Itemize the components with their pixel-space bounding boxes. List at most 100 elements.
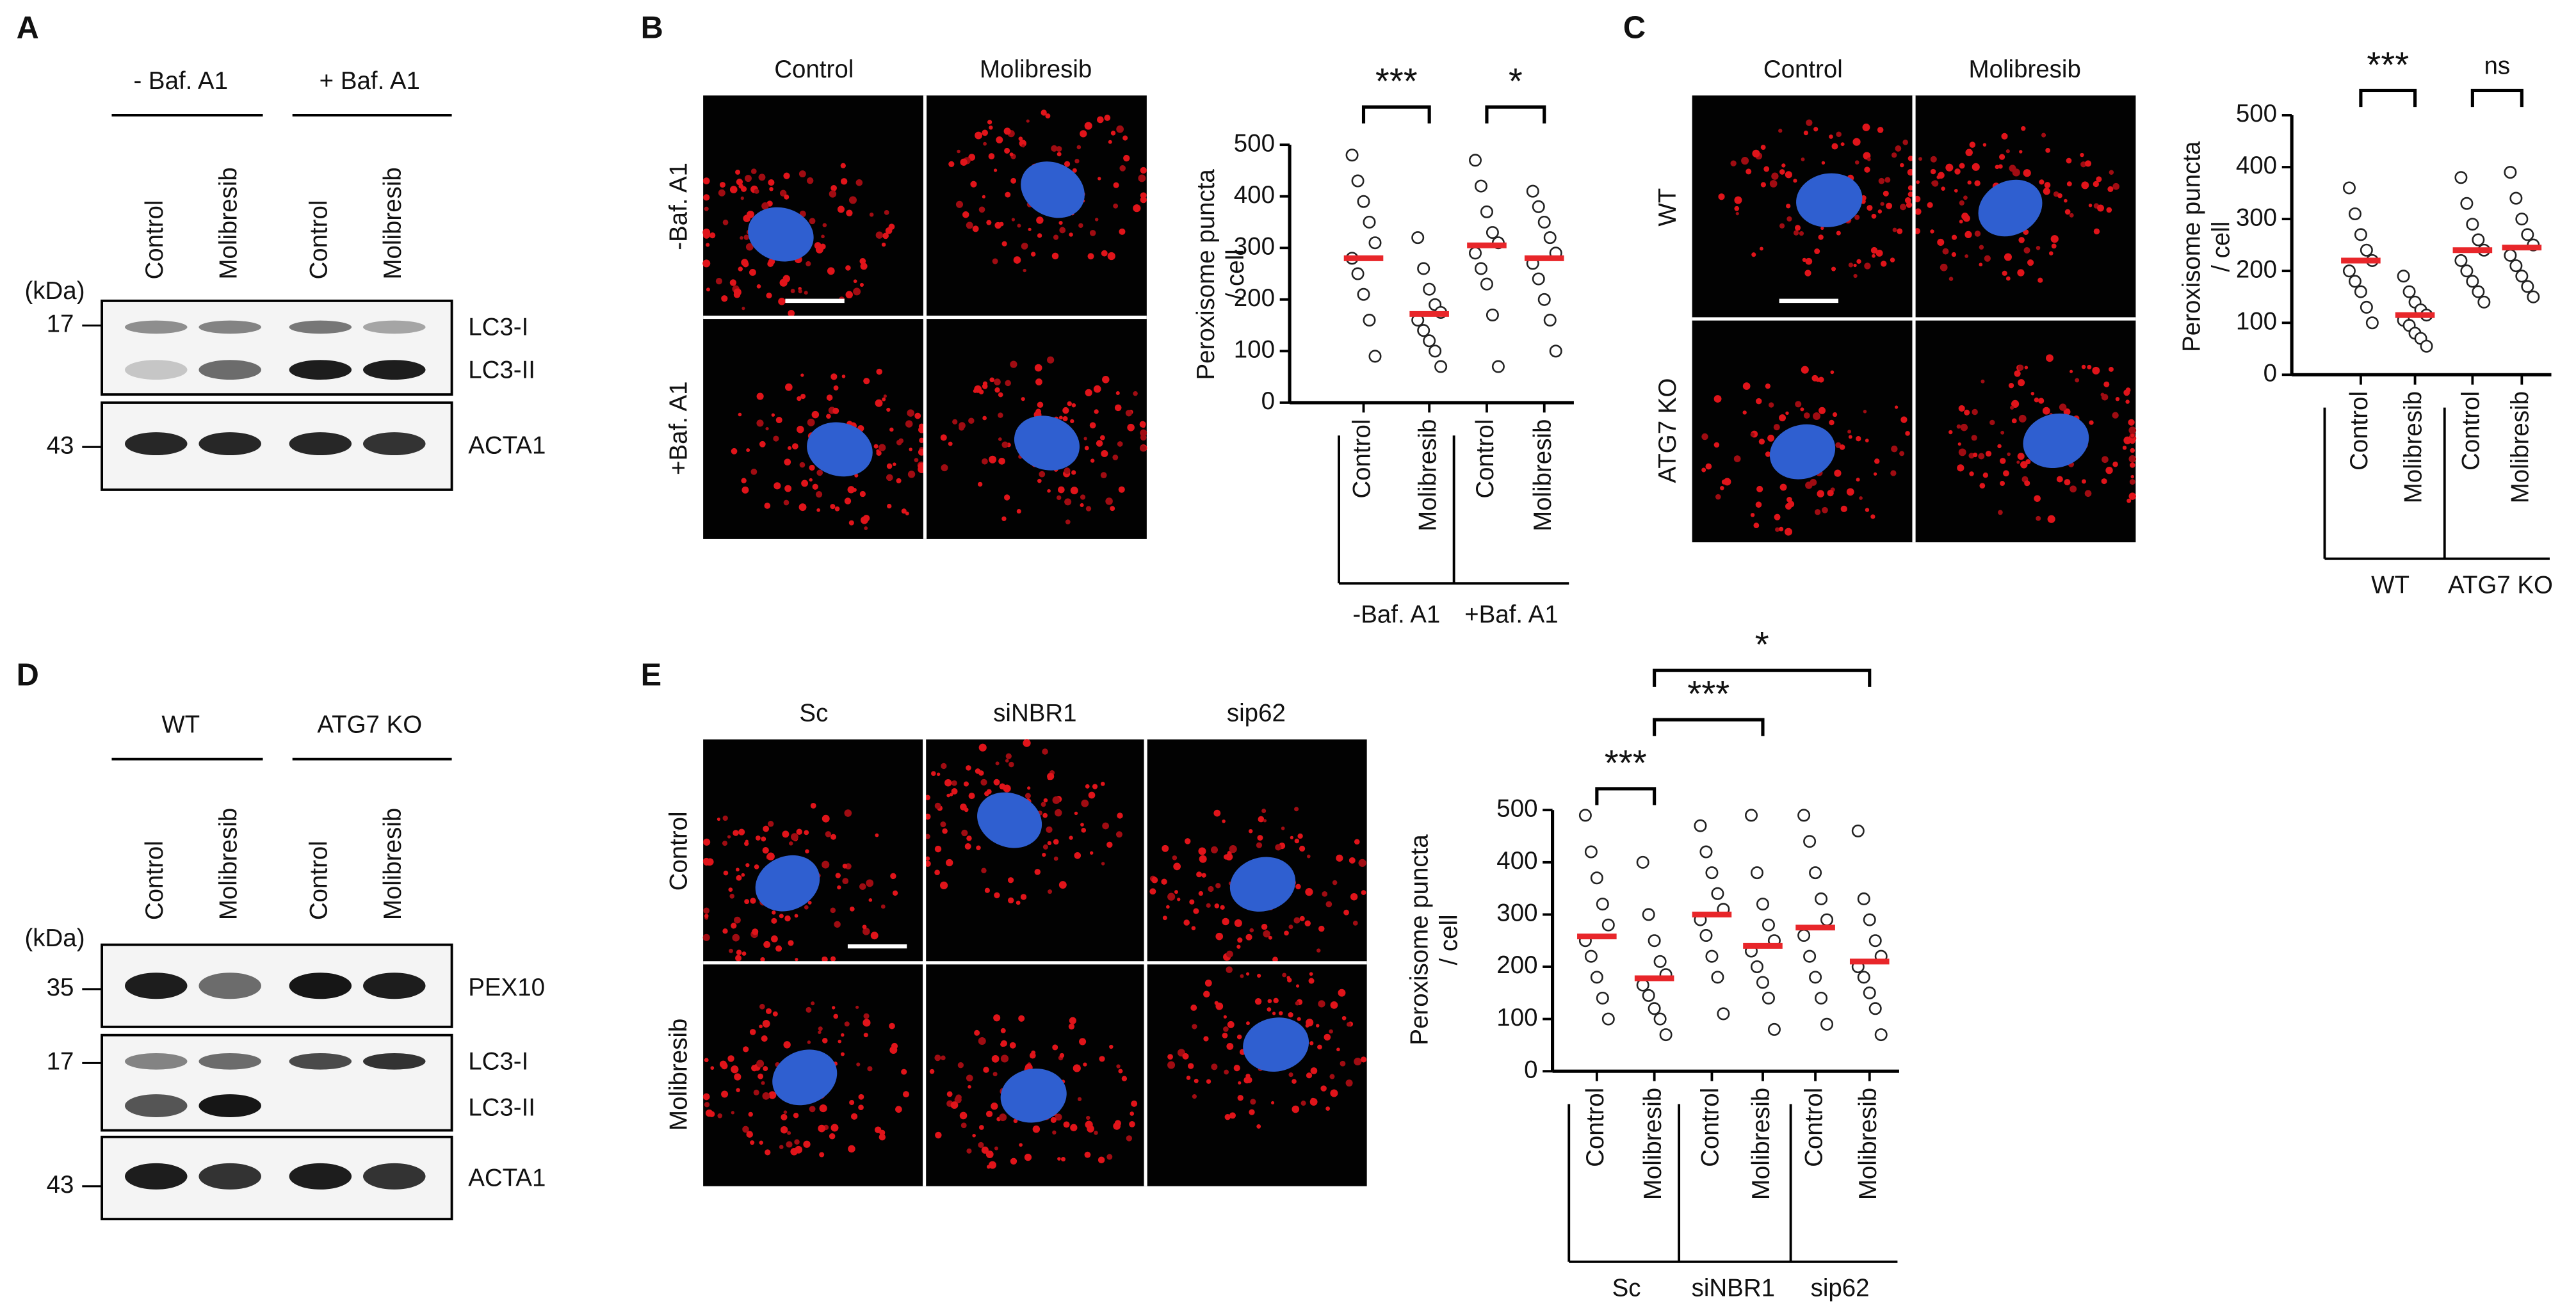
peroxisome	[783, 1041, 791, 1049]
peroxisome	[882, 232, 889, 239]
peroxisome	[1010, 360, 1017, 368]
peroxisome	[738, 828, 745, 836]
peroxisome	[1258, 816, 1265, 823]
peroxisome	[2084, 490, 2092, 497]
peroxisome	[1090, 458, 1095, 463]
peroxisome	[840, 178, 848, 185]
data-point	[1868, 1002, 1882, 1015]
marker-label: 17	[47, 311, 74, 338]
peroxisome	[794, 1139, 800, 1145]
peroxisome	[1041, 802, 1046, 807]
data-point	[2342, 181, 2356, 195]
peroxisome	[864, 526, 868, 530]
peroxisome	[909, 448, 912, 451]
peroxisome	[2057, 193, 2062, 198]
peroxisome	[863, 1013, 870, 1019]
peroxisome	[1013, 256, 1021, 264]
peroxisome	[1198, 847, 1206, 855]
peroxisome	[1215, 883, 1221, 889]
peroxisome	[742, 1126, 749, 1133]
data-point	[1468, 246, 1482, 260]
data-point	[1345, 149, 1359, 162]
peroxisome	[846, 209, 853, 216]
peroxisome	[963, 781, 969, 787]
peroxisome	[740, 196, 744, 200]
peroxisome	[788, 940, 794, 946]
peroxisome	[876, 450, 882, 456]
peroxisome	[951, 780, 957, 786]
peroxisome	[984, 887, 990, 893]
blot-band	[198, 360, 261, 380]
peroxisome	[1070, 419, 1074, 424]
peroxisome	[1099, 1056, 1105, 1062]
peroxisome	[1177, 898, 1181, 901]
peroxisome	[1270, 1101, 1275, 1104]
peroxisome	[761, 836, 766, 842]
peroxisome	[1030, 252, 1036, 257]
peroxisome	[741, 307, 745, 311]
peroxisome	[1261, 923, 1268, 930]
peroxisome	[1115, 391, 1120, 396]
peroxisome	[750, 898, 756, 904]
peroxisome	[1859, 496, 1863, 500]
peroxisome	[830, 373, 838, 380]
peroxisome	[959, 1111, 968, 1120]
peroxisome	[806, 261, 811, 267]
column-label: Control	[774, 56, 854, 83]
peroxisome	[1999, 458, 2006, 464]
peroxisome	[1085, 506, 1092, 512]
data-point	[1486, 308, 1499, 321]
peroxisome	[1005, 753, 1012, 759]
peroxisome	[761, 202, 769, 210]
peroxisome	[794, 914, 798, 918]
data-point	[1532, 272, 1545, 286]
peroxisome	[1083, 437, 1087, 440]
peroxisome	[1007, 897, 1014, 904]
peroxisome	[2000, 481, 2005, 487]
data-point	[1537, 215, 1551, 229]
peroxisome	[1982, 472, 1988, 478]
peroxisome	[1834, 469, 1842, 477]
peroxisome	[799, 462, 806, 468]
peroxisome	[1960, 423, 1968, 432]
peroxisome	[1183, 919, 1190, 926]
peroxisome	[1803, 131, 1809, 136]
peroxisome	[1067, 401, 1072, 407]
nucleus	[1243, 1017, 1309, 1072]
peroxisome	[1211, 1063, 1218, 1070]
peroxisome	[1930, 168, 1936, 175]
peroxisome	[1969, 141, 1976, 148]
peroxisome	[729, 279, 737, 286]
peroxisome	[827, 267, 835, 275]
micrograph	[703, 317, 925, 539]
peroxisome	[804, 830, 809, 836]
peroxisome	[1083, 1062, 1087, 1067]
data-point	[1857, 892, 1870, 905]
data-point	[2477, 295, 2491, 309]
peroxisome	[818, 1026, 823, 1031]
peroxisome	[961, 829, 968, 837]
peroxisome	[1915, 208, 1922, 215]
peroxisome	[1025, 793, 1031, 799]
peroxisome	[1004, 147, 1010, 154]
peroxisome	[888, 223, 895, 230]
peroxisome	[1814, 248, 1820, 254]
nucleus	[1796, 173, 1863, 227]
peroxisome	[1813, 412, 1820, 420]
nucleus	[807, 422, 873, 477]
peroxisome	[1101, 449, 1108, 458]
micrograph	[703, 95, 925, 318]
peroxisome	[1908, 191, 1914, 197]
peroxisome	[879, 1133, 886, 1141]
data-point	[1642, 989, 1655, 1002]
peroxisome	[1795, 401, 1802, 408]
peroxisome	[2011, 400, 2020, 408]
peroxisome	[989, 125, 993, 130]
peroxisome	[1982, 143, 1987, 147]
peroxisome	[775, 417, 782, 424]
peroxisome	[1794, 225, 1801, 231]
blot-band	[363, 1163, 426, 1190]
peroxisome	[702, 1093, 710, 1101]
peroxisome	[2043, 188, 2050, 195]
peroxisome	[731, 1065, 739, 1074]
